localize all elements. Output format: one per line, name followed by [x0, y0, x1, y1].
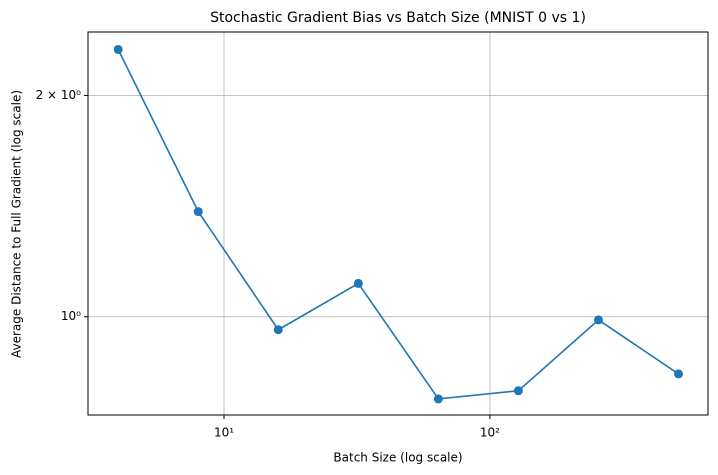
- data-point: [193, 207, 203, 217]
- data-point: [353, 278, 363, 288]
- y-tick-label: 2 × 10⁰: [36, 88, 82, 102]
- y-axis-label: Average Distance to Full Gradient (log s…: [10, 90, 24, 358]
- data-point: [674, 369, 684, 379]
- x-axis-label: Batch Size (log scale): [333, 451, 462, 465]
- series-line: [117, 49, 679, 400]
- x-tick-label: 10¹: [214, 426, 234, 440]
- data-point: [513, 386, 523, 396]
- data-point: [433, 394, 443, 404]
- data-point: [273, 325, 283, 335]
- x-tick-label: 10²: [480, 426, 500, 440]
- chart-title: Stochastic Gradient Bias vs Batch Size (…: [210, 10, 586, 26]
- data-point: [113, 44, 123, 54]
- y-tick-label: 10⁰: [61, 309, 81, 323]
- plot-frame: [87, 31, 709, 416]
- data-point: [593, 315, 603, 325]
